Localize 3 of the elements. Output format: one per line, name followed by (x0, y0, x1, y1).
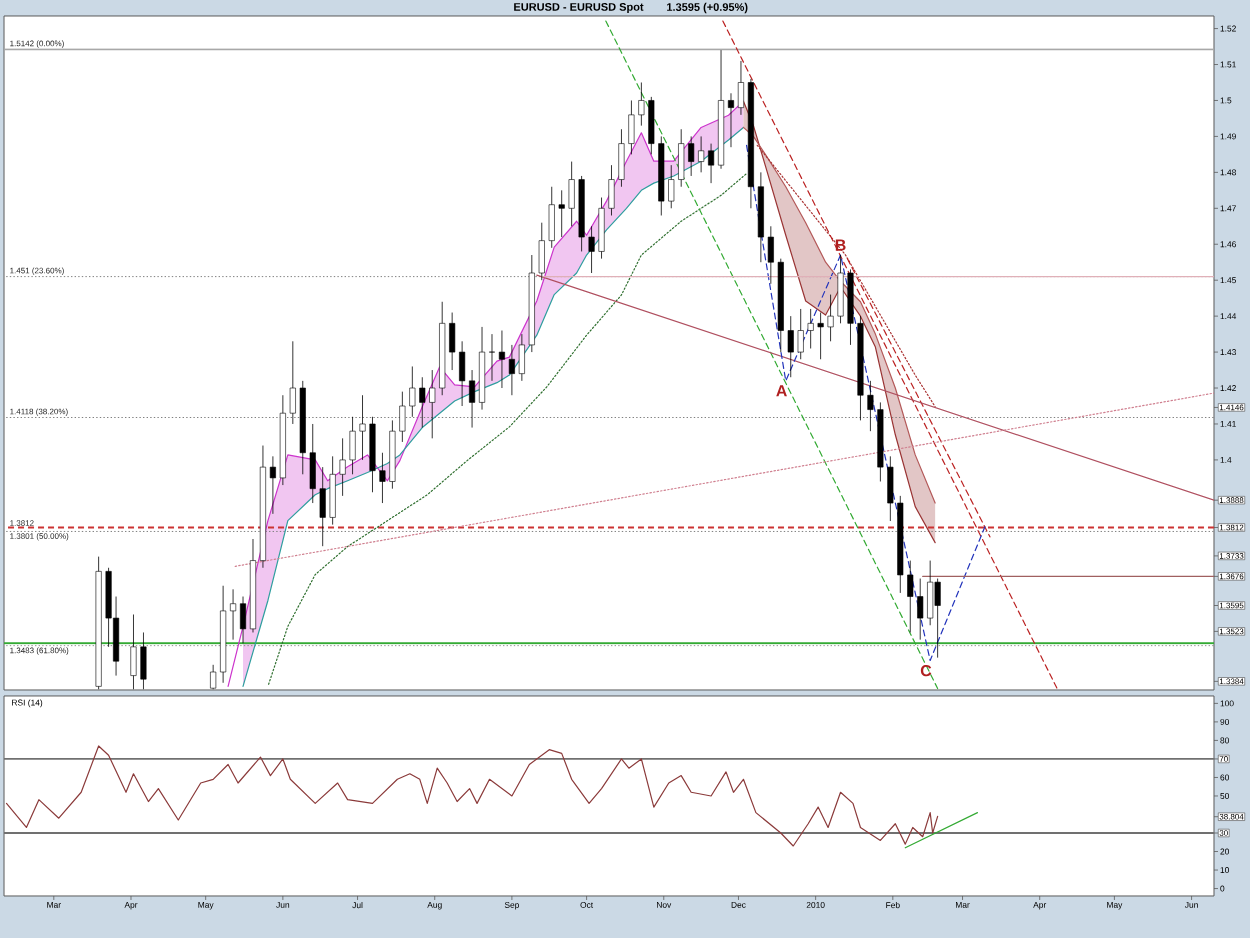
annotation: B (835, 239, 846, 251)
annotation: C (920, 664, 932, 677)
annotation: A (776, 385, 787, 397)
